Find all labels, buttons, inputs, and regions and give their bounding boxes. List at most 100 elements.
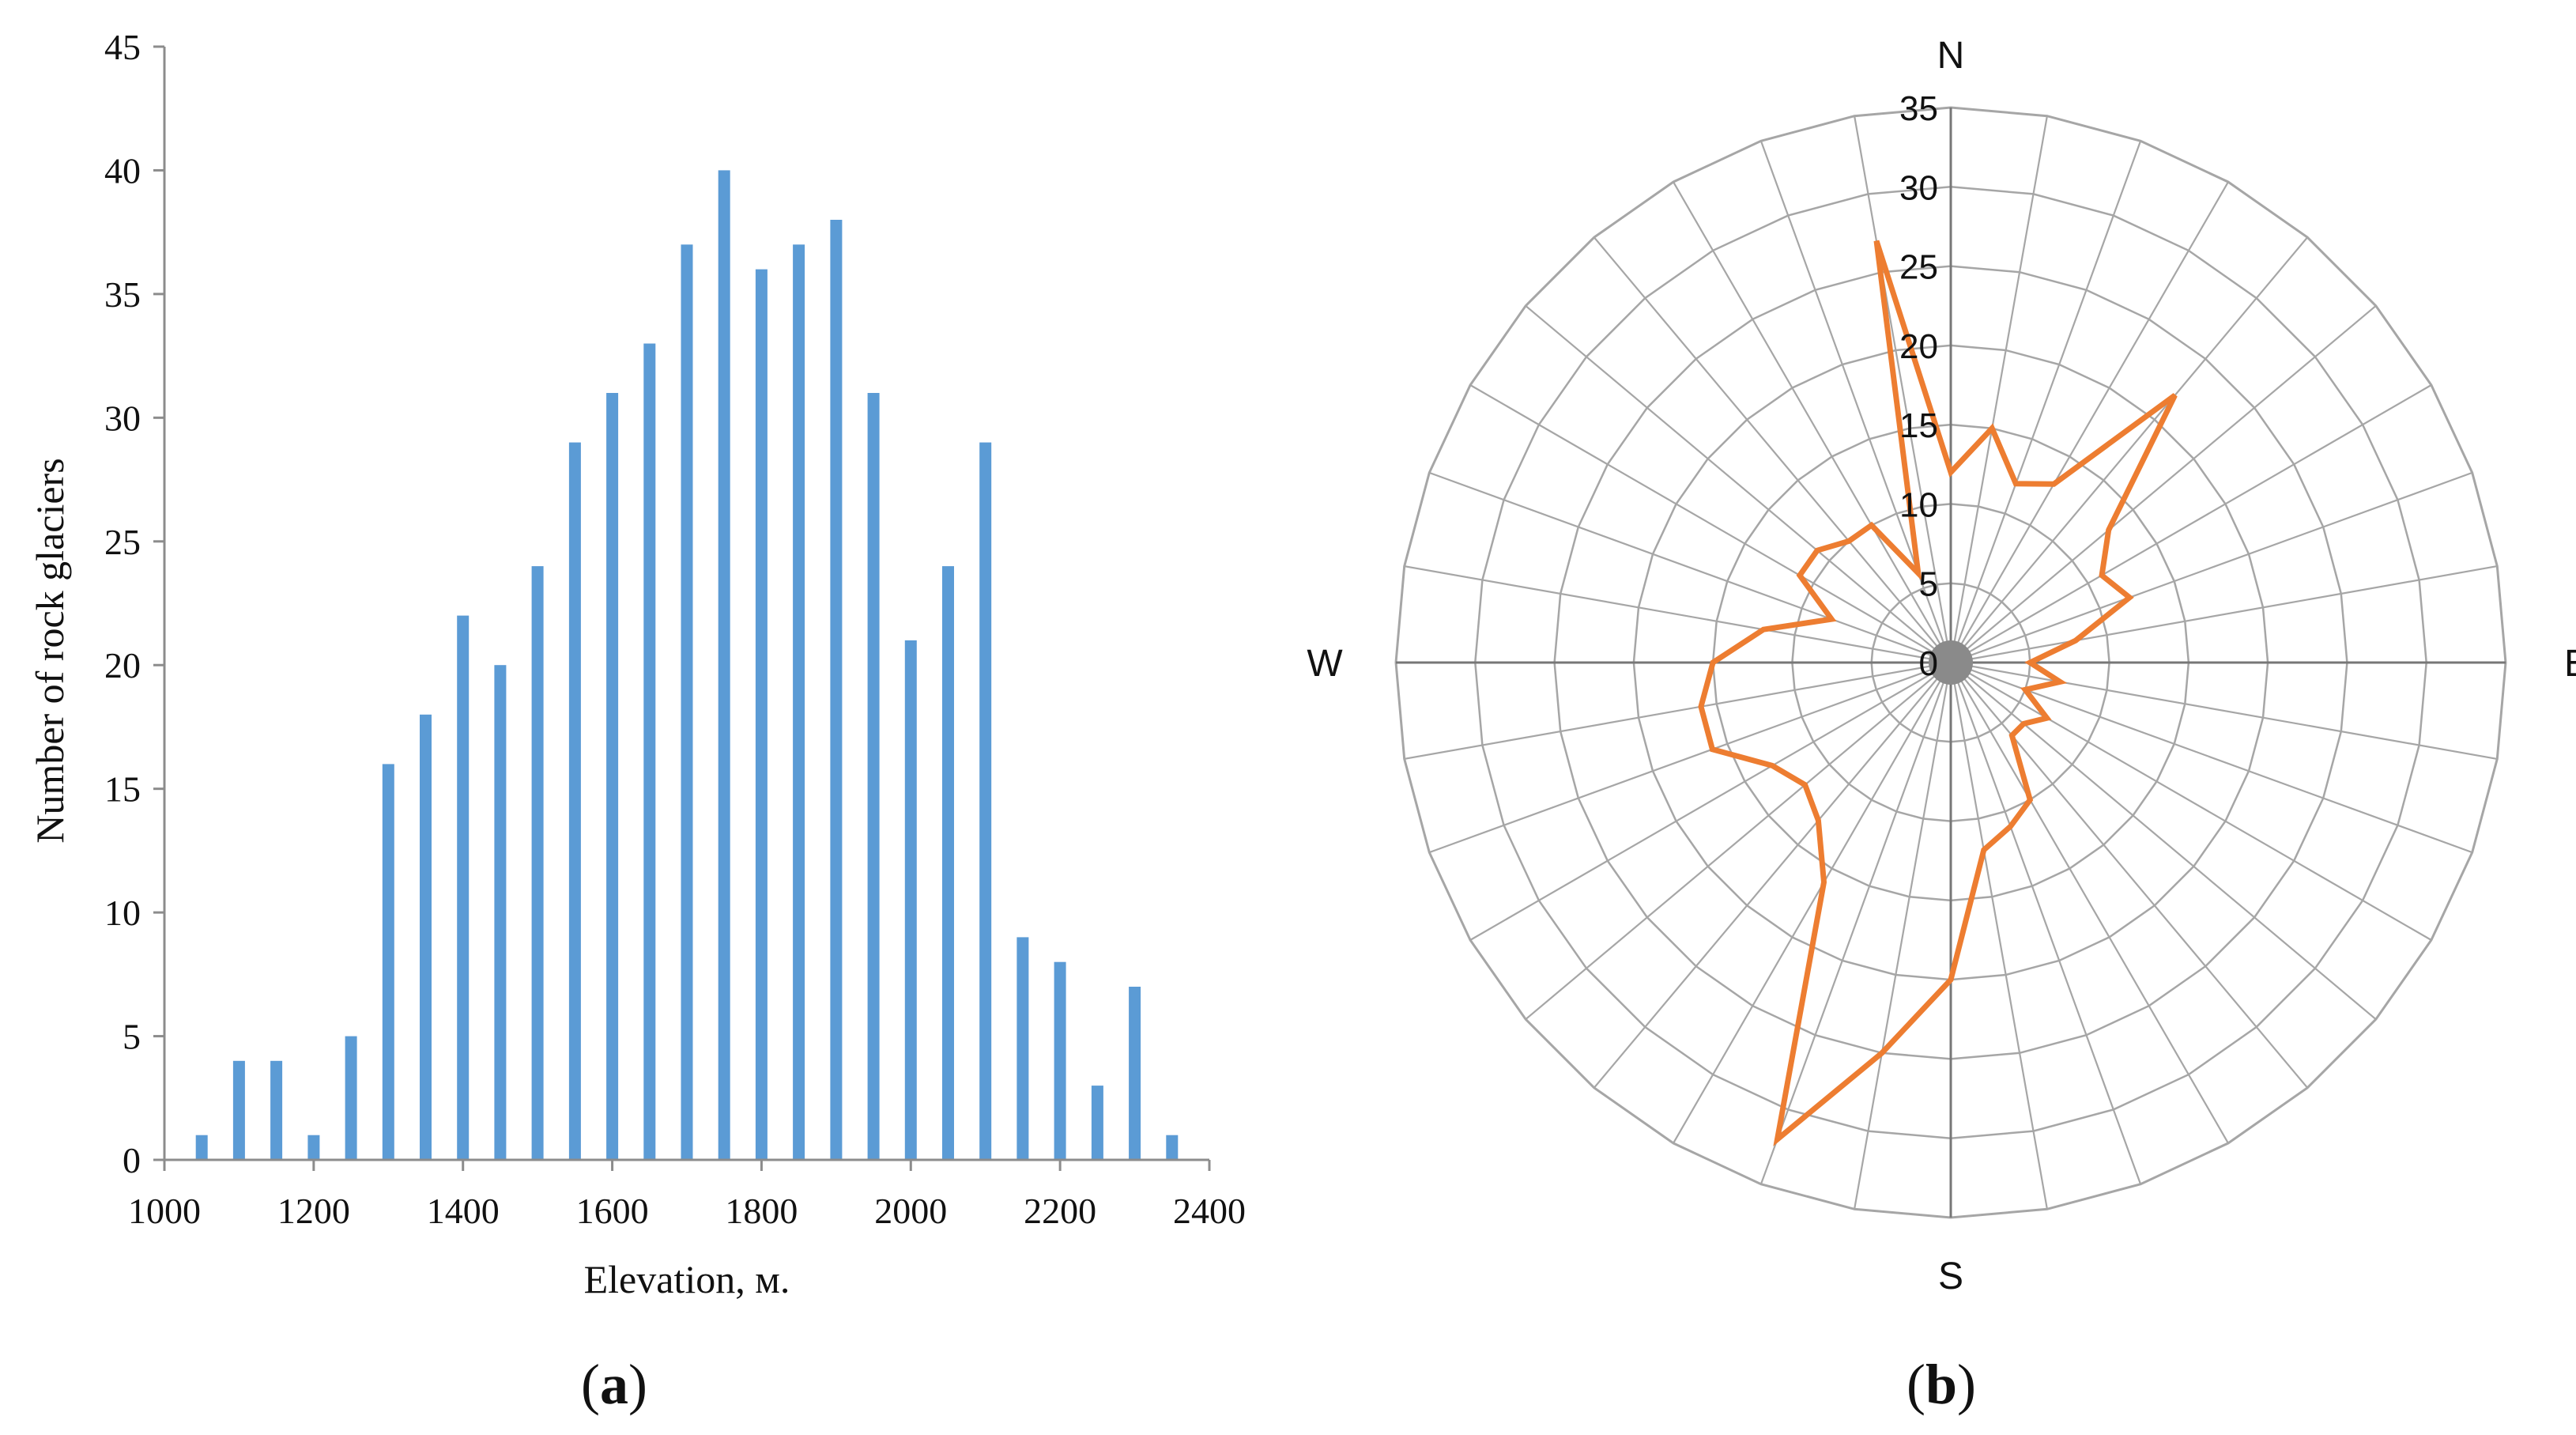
y-tick-label: 45 xyxy=(104,27,141,67)
x-tick-label: 1200 xyxy=(277,1191,350,1231)
caption-b: (b) xyxy=(1907,1353,1977,1416)
radar-spoke xyxy=(1404,565,1952,664)
radar-spoke xyxy=(1854,662,1952,1210)
radar-spoke xyxy=(1469,662,1952,941)
bar-1250 xyxy=(345,1036,357,1160)
bar-2050 xyxy=(942,566,954,1160)
bar-1700 xyxy=(681,244,693,1160)
y-tick-label: 25 xyxy=(104,522,141,562)
x-tick-label: 1600 xyxy=(576,1191,649,1231)
radar-series-line xyxy=(1698,240,2178,1146)
radar-spoke xyxy=(1950,662,2229,1144)
radial-tick-label: 0 xyxy=(1919,644,1938,683)
x-tick-label: 1400 xyxy=(427,1191,500,1231)
y-tick-labels: 0 5 10 15 20 25 30 35 40 45 xyxy=(104,27,141,1180)
bar-1650 xyxy=(643,343,656,1160)
radar-spoke xyxy=(1593,662,1952,1089)
y-tick-label: 10 xyxy=(104,893,141,933)
radar-spoke xyxy=(1949,140,2142,663)
bar-2000 xyxy=(904,640,917,1160)
radar-center xyxy=(1929,640,1973,685)
bar-2250 xyxy=(1091,1086,1103,1160)
bar-1800 xyxy=(755,269,768,1161)
elevation-histogram: 0 5 10 15 20 25 30 35 40 45 1000 1200 1400 1600 1800 2… xyxy=(28,27,1246,1301)
radial-tick-label: 35 xyxy=(1899,89,1938,128)
radar-spoke xyxy=(1950,565,2498,664)
radar-spoke xyxy=(1428,471,1952,664)
x-tick-label: 1800 xyxy=(725,1191,798,1231)
radar-spoke xyxy=(1673,662,1952,1144)
radial-tick-label: 30 xyxy=(1899,168,1938,207)
bar-2150 xyxy=(1016,937,1029,1160)
x-tick-label: 2400 xyxy=(1173,1191,1246,1231)
radial-tick-label: 25 xyxy=(1899,248,1938,287)
radar-spokes xyxy=(1396,108,2506,1218)
x-tick-labels: 1000 1200 1400 1600 1800 2000 2200 2400 xyxy=(128,1191,1246,1231)
bar-1100 xyxy=(232,1060,245,1160)
bar-2300 xyxy=(1129,987,1141,1160)
radar-spoke xyxy=(1593,236,1952,663)
bar-2100 xyxy=(979,442,992,1160)
bar-1500 xyxy=(531,566,544,1160)
radar-spoke xyxy=(1469,384,1952,663)
y-tick-label: 15 xyxy=(104,769,141,810)
bar-1900 xyxy=(830,220,843,1160)
aspect-radar-chart: 0 5 10 15 20 25 30 35 N E S W xyxy=(1307,35,2576,1297)
bar-1200 xyxy=(307,1135,320,1160)
radar-spoke xyxy=(1950,661,2498,760)
radar-spoke xyxy=(1949,662,2142,1185)
bar-1550 xyxy=(568,442,581,1160)
radar-spoke xyxy=(1950,662,2309,1089)
x-tick-label: 2200 xyxy=(1024,1191,1096,1231)
radar-spoke xyxy=(1949,662,2048,1210)
x-tick-label: 1000 xyxy=(128,1191,201,1231)
radar-spoke xyxy=(1428,661,1952,854)
caption-a: (a) xyxy=(581,1353,647,1416)
bar-1050 xyxy=(195,1135,208,1160)
y-tick-label: 35 xyxy=(104,274,141,315)
radial-tick-label: 5 xyxy=(1919,565,1938,604)
radar-spoke xyxy=(1759,662,1952,1185)
radar-spoke xyxy=(1949,115,2048,663)
radial-tick-label: 20 xyxy=(1899,327,1938,366)
x-tick-label: 2000 xyxy=(874,1191,947,1231)
radial-tick-label: 15 xyxy=(1899,406,1938,445)
radar-spoke xyxy=(1950,236,2309,663)
radar-spoke xyxy=(1525,662,1952,1021)
bar-1400 xyxy=(457,615,470,1160)
radar-spoke xyxy=(1525,304,1952,663)
radar-spoke xyxy=(1950,662,2432,941)
bar-1600 xyxy=(606,393,619,1160)
y-axis-label: Number of rock glaciers xyxy=(28,458,72,843)
y-tick-label: 0 xyxy=(123,1140,141,1180)
radar-spoke xyxy=(1950,662,2377,1021)
radar-spoke xyxy=(1950,304,2377,663)
y-tick-label: 5 xyxy=(123,1017,141,1057)
bar-1300 xyxy=(382,764,394,1160)
radar-spoke xyxy=(1854,115,1952,663)
radar-spoke xyxy=(1950,181,2229,663)
bar-1350 xyxy=(420,714,432,1160)
direction-east: E xyxy=(2564,643,2576,685)
radar-spoke xyxy=(1950,384,2432,663)
y-tick-label: 40 xyxy=(104,150,141,191)
direction-west: W xyxy=(1307,643,1343,685)
bars xyxy=(195,170,1179,1161)
y-tick-label: 20 xyxy=(104,645,141,685)
bar-1150 xyxy=(270,1060,283,1160)
y-tick-label: 30 xyxy=(104,398,141,438)
direction-south: S xyxy=(1938,1256,1963,1297)
bar-axes xyxy=(153,45,1211,1171)
radar-spoke xyxy=(1673,181,1952,663)
radar-spoke xyxy=(1404,661,1952,760)
direction-north: N xyxy=(1937,35,1965,77)
bar-2200 xyxy=(1054,961,1066,1160)
radial-tick-label: 10 xyxy=(1899,485,1938,524)
radar-spoke xyxy=(1950,471,2473,664)
bar-1950 xyxy=(867,393,880,1160)
bar-1750 xyxy=(718,170,730,1160)
bar-1450 xyxy=(494,665,507,1160)
bar-1850 xyxy=(793,244,805,1160)
x-axis-label: Elevation, м. xyxy=(584,1257,790,1301)
